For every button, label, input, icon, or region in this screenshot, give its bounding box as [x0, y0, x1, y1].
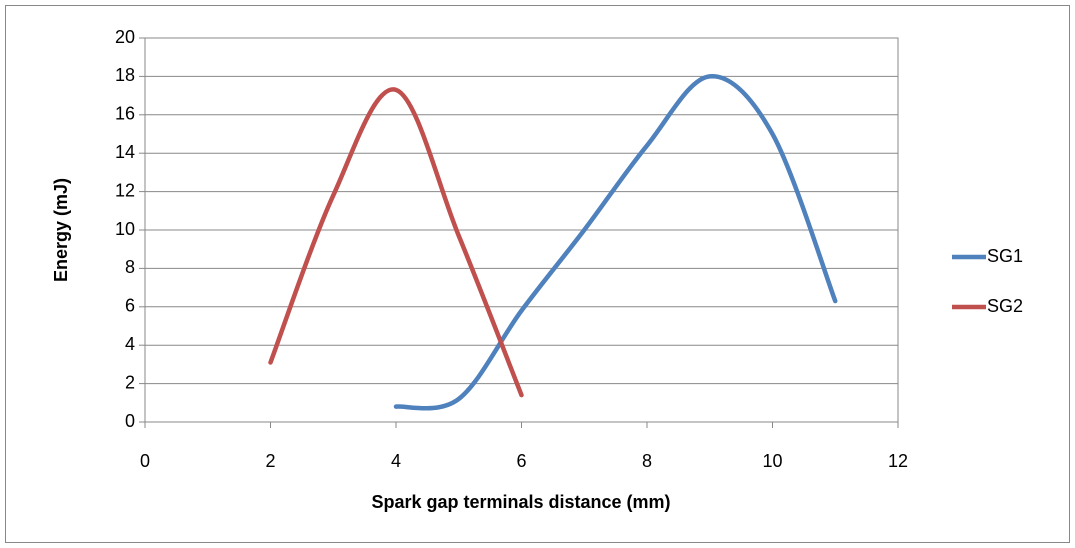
x-tick-label: 6 — [516, 451, 526, 471]
y-tick-label: 4 — [125, 334, 135, 354]
y-tick-label: 2 — [125, 372, 135, 392]
y-tick-label: 16 — [115, 104, 135, 124]
x-tick-label: 0 — [140, 451, 150, 471]
y-tick-label: 14 — [115, 142, 135, 162]
legend-label: SG2 — [987, 296, 1023, 316]
x-tick-label: 10 — [762, 451, 782, 471]
series-line — [268, 87, 524, 398]
series-line — [393, 74, 838, 411]
x-tick-label: 12 — [888, 451, 908, 471]
legend-label: SG1 — [987, 246, 1023, 266]
y-tick-label: 8 — [125, 257, 135, 277]
x-tick-label: 8 — [642, 451, 652, 471]
y-tick-label: 6 — [125, 296, 135, 316]
y-tick-label: 12 — [115, 180, 135, 200]
y-tick-label: 18 — [115, 65, 135, 85]
x-axis-label: Spark gap terminals distance (mm) — [371, 492, 670, 512]
x-tick-label: 4 — [391, 451, 401, 471]
x-tick-label: 2 — [265, 451, 275, 471]
y-axis-label: Energy (mJ) — [51, 178, 71, 282]
y-tick-label: 20 — [115, 27, 135, 47]
y-tick-label: 10 — [115, 219, 135, 239]
y-tick-label: 0 — [125, 411, 135, 431]
